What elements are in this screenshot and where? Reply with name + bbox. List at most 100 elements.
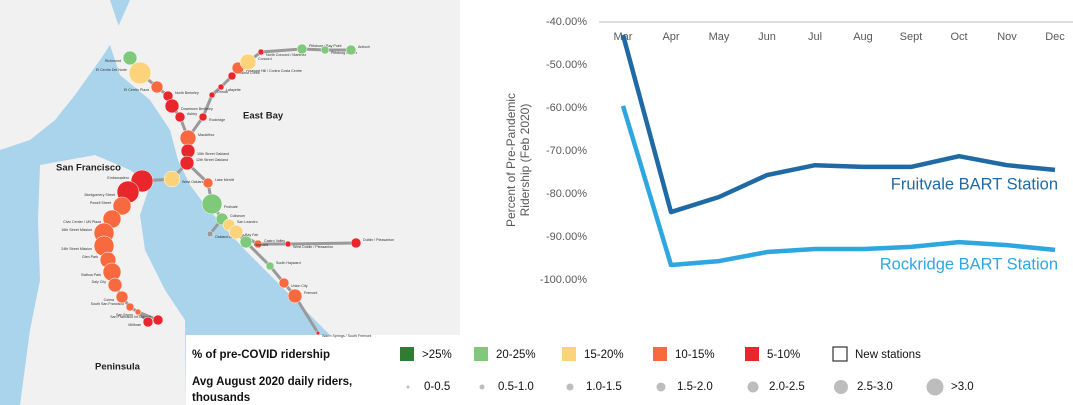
legend-title: Avg August 2020 daily riders,	[192, 376, 352, 388]
station-label: Pittsburg Center	[331, 51, 358, 55]
station-label: Castro Valley	[264, 239, 285, 243]
station	[134, 308, 142, 316]
land	[110, 0, 460, 335]
station-label: Fruitvale	[224, 205, 238, 209]
station-label: 24th Street Mission	[61, 247, 92, 251]
series-line	[620, 34, 1056, 215]
region-label: Peninsula	[95, 362, 141, 373]
station	[253, 239, 263, 249]
station	[122, 50, 138, 66]
legend-label: 1.0-1.5	[586, 381, 622, 393]
station-label: Union City	[291, 284, 308, 288]
station-label: MacArthur	[198, 133, 215, 137]
station	[202, 177, 214, 189]
station-label: El Cerrito Plaza	[124, 88, 149, 92]
legend-size	[926, 378, 944, 396]
y-tick-label: -70.00%	[546, 145, 587, 157]
station-label: San Leandro	[237, 220, 258, 224]
station	[320, 45, 330, 55]
legend-label: 20-25%	[496, 349, 536, 361]
y-axis-label: Ridership (Feb 2020)	[518, 104, 532, 217]
legend-size	[479, 384, 485, 390]
station-label: South San Francisco	[91, 302, 124, 306]
station-label: Daly City	[92, 280, 107, 284]
station	[239, 235, 253, 249]
x-tick-label: Oct	[950, 31, 967, 43]
station-label: 16th Street Mission	[61, 228, 92, 232]
station-label: El Cerrito Del Norte	[96, 68, 127, 72]
y-tick-label: -50.00%	[546, 59, 587, 71]
series-line	[620, 105, 1056, 268]
station-label: Civic Center / UN Plaza	[63, 220, 101, 224]
x-tick-label: Dec	[1045, 31, 1065, 43]
legend-label: >3.0	[951, 381, 974, 393]
station-label: San Francisco Int'l Airport	[110, 315, 151, 319]
station	[115, 290, 129, 304]
x-tick-label: Jun	[758, 31, 776, 43]
map: Richmond El Cerrito Del Norte El Cerrito P…	[0, 0, 460, 405]
station-label: Richmond	[105, 59, 121, 63]
station	[228, 224, 244, 240]
x-tick-label: Sept	[900, 31, 923, 43]
station-label: Rockridge	[209, 118, 225, 122]
legend-swatch	[562, 347, 576, 361]
x-tick-label: Jul	[808, 31, 822, 43]
legend-title: % of pre-COVID ridership	[192, 349, 330, 361]
station	[239, 53, 257, 71]
station	[217, 83, 225, 91]
station-label: 19th Street Oakland	[197, 152, 229, 156]
legend-size	[406, 385, 410, 389]
station	[125, 302, 135, 312]
legend-size	[834, 380, 848, 394]
legend-swatch	[745, 347, 759, 361]
station-label: South Hayward	[276, 261, 301, 265]
land	[0, 0, 120, 150]
station	[198, 112, 208, 122]
station	[164, 98, 180, 114]
x-tick-label: Aug	[853, 31, 873, 43]
y-tick-label: -100.00%	[540, 274, 587, 286]
station	[315, 330, 321, 336]
station	[208, 91, 216, 99]
legend-swatch	[474, 347, 488, 361]
legend-label: 1.5-2.0	[677, 381, 713, 393]
series-label: Rockridge BART Station	[880, 255, 1058, 273]
y-tick-label: -40.00%	[546, 16, 587, 28]
station-label: Montgomery Street	[84, 193, 115, 197]
y-axis-label: Percent of Pre-Pandemic	[504, 93, 518, 227]
y-tick-label: -60.00%	[546, 102, 587, 114]
legend-label: 10-15%	[675, 349, 715, 361]
stations: Richmond El Cerrito Del Norte El Cerrito P…	[61, 43, 394, 338]
station-label: Bay Fair	[245, 233, 259, 237]
station	[287, 288, 303, 304]
station	[350, 237, 362, 249]
station	[142, 316, 154, 328]
station-label: Glen Park	[82, 255, 98, 259]
station	[163, 170, 181, 188]
legend-label: 5-10%	[767, 349, 800, 361]
y-tick-label: -90.00%	[546, 231, 587, 243]
station	[284, 240, 292, 248]
map-legend: % of pre-COVID ridership Avg August 2020…	[192, 346, 974, 404]
station	[102, 262, 122, 282]
legend-size	[656, 382, 666, 392]
station-label: Walnut Creek	[238, 71, 260, 75]
station-label: Coliseum	[230, 214, 245, 218]
station	[112, 196, 132, 216]
station	[227, 71, 237, 81]
legend-label: 15-20%	[584, 349, 624, 361]
legend-size	[747, 381, 759, 393]
x-tick-label: Apr	[662, 31, 679, 43]
station-label: 12th Street Oakland	[196, 158, 228, 162]
station-label: West Oakland	[182, 180, 205, 184]
station-label: North Concord / Martinez	[266, 53, 306, 57]
station-label: Warm Springs / South Fremont	[322, 334, 371, 338]
station-label: Fremont	[304, 291, 317, 295]
region-label: East Bay	[243, 111, 284, 122]
station	[265, 261, 275, 271]
legend-swatch	[400, 347, 414, 361]
legend-swatch	[653, 347, 667, 361]
legend-label: >25%	[422, 349, 452, 361]
x-tick-label: May	[709, 31, 730, 43]
